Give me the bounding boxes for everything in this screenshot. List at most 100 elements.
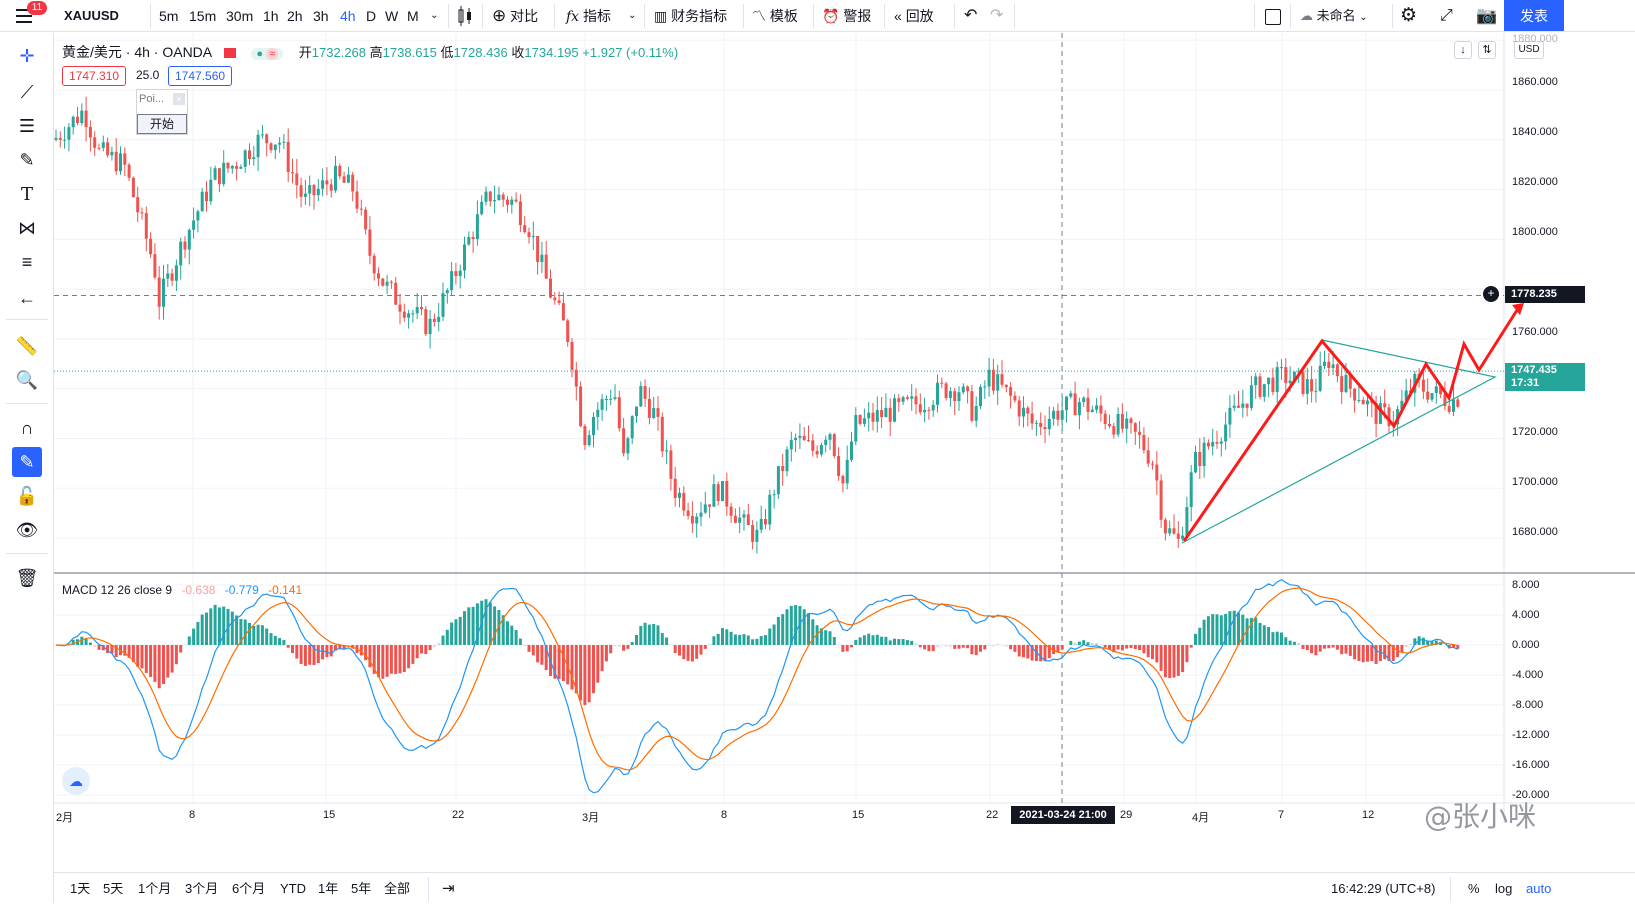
candle-body xyxy=(1348,374,1352,389)
candle-body xyxy=(540,254,544,262)
candle-body xyxy=(961,386,965,393)
prediction-tool[interactable]: ≡ xyxy=(12,247,42,277)
indicators-dropdown-icon[interactable]: ⌄ xyxy=(628,10,637,21)
macd-legend: MACD 12 26 close 9 -0.638 -0.779 -0.141 xyxy=(62,583,302,597)
brush-icon: ✎ xyxy=(19,149,35,170)
range-2[interactable]: 1个月 xyxy=(138,881,172,896)
range-3[interactable]: 3个月 xyxy=(185,881,219,896)
range-0[interactable]: 1天 xyxy=(70,881,91,896)
range-7[interactable]: 5年 xyxy=(351,881,372,896)
settings-button[interactable]: ⚙ xyxy=(1400,0,1417,32)
magnet-tool[interactable]: ∩ xyxy=(12,413,42,443)
macd-histogram-bar xyxy=(1413,638,1417,645)
range-4[interactable]: 6个月 xyxy=(232,881,266,896)
candle-body xyxy=(635,406,638,417)
macd-histogram-bar xyxy=(914,643,918,645)
financials-button[interactable]: ▥ 财务指标 xyxy=(654,0,727,32)
bid-price[interactable]: 1747.310 xyxy=(62,66,127,86)
macd-title[interactable]: MACD 12 26 close 9 xyxy=(62,583,173,597)
reset-scale-button[interactable]: ⇅ xyxy=(1478,41,1496,59)
symbol-title[interactable]: 黄金/美元 · 4h · OANDA xyxy=(62,44,213,60)
zoom-tool[interactable]: 🔍 xyxy=(12,365,42,395)
interval-1h[interactable]: 1h xyxy=(263,8,279,24)
candle-body xyxy=(1099,405,1103,414)
layout-name-button[interactable]: ☁ 未命名 ⌄ xyxy=(1300,0,1368,32)
pattern-tool[interactable]: ⋈ xyxy=(12,213,42,243)
macd-histogram-bar xyxy=(389,645,393,674)
position-widget-close-icon[interactable]: × xyxy=(173,93,185,105)
candle-body xyxy=(738,517,742,523)
candle-body xyxy=(200,191,204,212)
indicators-button[interactable]: 𝑓x 指标 xyxy=(566,0,611,32)
undo-button[interactable]: ↶ xyxy=(964,7,978,24)
delete-tool[interactable]: 🗑 xyxy=(12,563,42,593)
interval-dropdown-icon[interactable]: ⌄ xyxy=(430,10,439,21)
interval-W[interactable]: W xyxy=(385,8,399,24)
macd-histogram-bar xyxy=(733,634,737,645)
layout-toggle-button[interactable] xyxy=(1265,0,1281,32)
templates-button[interactable]: 〽 模板 xyxy=(752,0,798,32)
auto-toggle[interactable]: auto xyxy=(1526,881,1552,896)
symbol-search[interactable]: XAUUSD xyxy=(64,8,119,23)
time-axis-label: 3月 xyxy=(582,812,600,824)
interval-3h[interactable]: 3h xyxy=(313,8,329,24)
snapshot-button[interactable]: 📷 xyxy=(1476,0,1497,32)
legend-status-badge[interactable]: ● ≈ xyxy=(251,48,284,60)
crosshair-price-add-icon[interactable]: + xyxy=(1483,286,1499,302)
fib-tool[interactable]: ☰ xyxy=(12,111,42,141)
camera-icon: 📷 xyxy=(1476,6,1498,25)
hide-tool[interactable]: 👁 xyxy=(12,515,42,545)
candle-body xyxy=(71,116,75,128)
chart-canvas[interactable] xyxy=(54,33,1635,871)
interval-15m[interactable]: 15m xyxy=(189,8,217,24)
range-6[interactable]: 1年 xyxy=(318,881,339,896)
macd-histogram-bar xyxy=(746,635,750,645)
interval-5m[interactable]: 5m xyxy=(159,8,179,24)
interval-M[interactable]: M xyxy=(407,8,419,24)
measure-tool[interactable]: 📏 xyxy=(12,331,42,361)
fullscreen-button[interactable]: ⤢ xyxy=(1440,0,1453,32)
trendline-tool[interactable]: ⟋ xyxy=(12,77,42,107)
publish-button[interactable]: 发表 xyxy=(1504,0,1564,31)
ask-price[interactable]: 1747.560 xyxy=(168,66,233,86)
range-5[interactable]: YTD xyxy=(280,881,306,896)
interval-2h[interactable]: 2h xyxy=(287,8,303,24)
clock-display[interactable]: 16:42:29 (UTC+8) xyxy=(1331,881,1436,896)
scroll-down-button[interactable]: ↓ xyxy=(1454,41,1472,59)
range-8[interactable]: 全部 xyxy=(384,881,411,896)
crosshair-tool[interactable]: ✛ xyxy=(12,41,42,71)
interval-D[interactable]: D xyxy=(366,8,377,24)
chart-type-button[interactable] xyxy=(456,0,474,32)
candle-body xyxy=(1194,452,1197,473)
text-tool[interactable]: T xyxy=(12,179,42,209)
currency-label[interactable]: USD xyxy=(1514,41,1544,59)
chart-area[interactable]: 黄金/美元 · 4h · OANDA ● ≈ 开1732.268 高1738.6… xyxy=(54,33,1635,871)
redo-button[interactable]: ↷ xyxy=(990,7,1004,24)
candle-body xyxy=(338,165,342,177)
price-axis-top-label: 1880.000 xyxy=(1512,33,1558,45)
templates-label: 模板 xyxy=(769,8,798,24)
back-tool[interactable]: ← xyxy=(12,283,42,313)
menu-button[interactable] xyxy=(14,0,40,32)
tradingview-logo[interactable]: ☁ xyxy=(62,767,90,795)
time-axis-label: 22 xyxy=(986,809,999,821)
lock-tool[interactable]: 🔓 xyxy=(12,481,42,511)
candle-body xyxy=(334,165,337,191)
replay-button[interactable]: « 回放 xyxy=(894,0,934,32)
alert-button[interactable]: ⏰ 警报 xyxy=(822,0,871,32)
macd-axis-label: -8.000 xyxy=(1512,699,1544,711)
start-button[interactable]: 开始 xyxy=(137,114,187,134)
bar-chart-icon: ▥ xyxy=(654,8,668,24)
interval-4h[interactable]: 4h xyxy=(340,8,356,24)
stay-drawing-tool[interactable]: ✎ xyxy=(12,447,42,477)
macd-histogram-bar xyxy=(123,645,127,656)
interval-30m[interactable]: 30m xyxy=(226,8,254,24)
log-toggle[interactable]: log xyxy=(1495,881,1513,896)
candle-body xyxy=(415,307,419,314)
candle-body xyxy=(996,374,1000,391)
range-1[interactable]: 5天 xyxy=(103,881,124,896)
brush-tool[interactable]: ✎ xyxy=(12,145,42,175)
percent-toggle[interactable]: % xyxy=(1468,881,1480,896)
compare-button[interactable]: ⊕ 对比 xyxy=(492,0,538,32)
goto-date-button[interactable]: ⇥ xyxy=(442,873,455,904)
